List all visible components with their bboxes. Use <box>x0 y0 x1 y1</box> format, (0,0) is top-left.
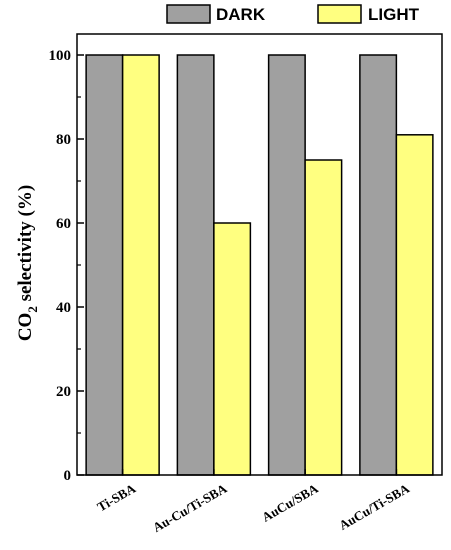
bar-dark-2 <box>176 54 215 476</box>
y-tick-label: 60 <box>56 216 71 232</box>
y-tick-label: 80 <box>56 132 71 148</box>
bar-light-4 <box>395 134 434 476</box>
bar-light-2 <box>213 222 252 476</box>
y-axis-title: CO2 selectivity (%) <box>15 185 40 341</box>
legend-swatch-light <box>317 4 362 24</box>
bars <box>85 54 434 476</box>
y-axis-title-rest: selectivity (%) <box>15 185 36 306</box>
svg-text:CO2 selectivity (%): CO2 selectivity (%) <box>15 185 40 341</box>
x-tick-label: AuCu/SBA <box>259 480 321 524</box>
y-tick-label: 100 <box>49 48 72 64</box>
y-axis-title-main: CO <box>15 313 36 342</box>
bar-light-1 <box>121 54 160 476</box>
legend-label-dark: DARK <box>216 5 266 24</box>
bar-dark-1 <box>85 54 124 476</box>
y-tick-label: 40 <box>56 300 71 316</box>
x-axis: Ti-SBA Au-Cu/Ti-SBA AuCu/SBA AuCu/Ti-SBA <box>95 469 412 535</box>
bar-dark-4 <box>359 54 398 476</box>
legend-swatch-dark <box>166 4 211 24</box>
x-tick-label: Au-Cu/Ti-SBA <box>150 480 230 535</box>
plot-frame <box>76 33 443 476</box>
y-axis-title-subscript: 2 <box>25 306 40 313</box>
legend: DARK LIGHT <box>166 4 420 24</box>
x-tick-label: AuCu/Ti-SBA <box>336 480 412 533</box>
y-tick-label: 20 <box>56 384 71 400</box>
y-axis: 0 20 40 60 80 100 <box>49 48 84 484</box>
y-tick-label: 0 <box>64 468 72 484</box>
legend-label-light: LIGHT <box>368 5 420 24</box>
x-tick-label: Ti-SBA <box>95 480 139 514</box>
bar-dark-3 <box>267 54 306 476</box>
bar-light-3 <box>304 159 343 476</box>
